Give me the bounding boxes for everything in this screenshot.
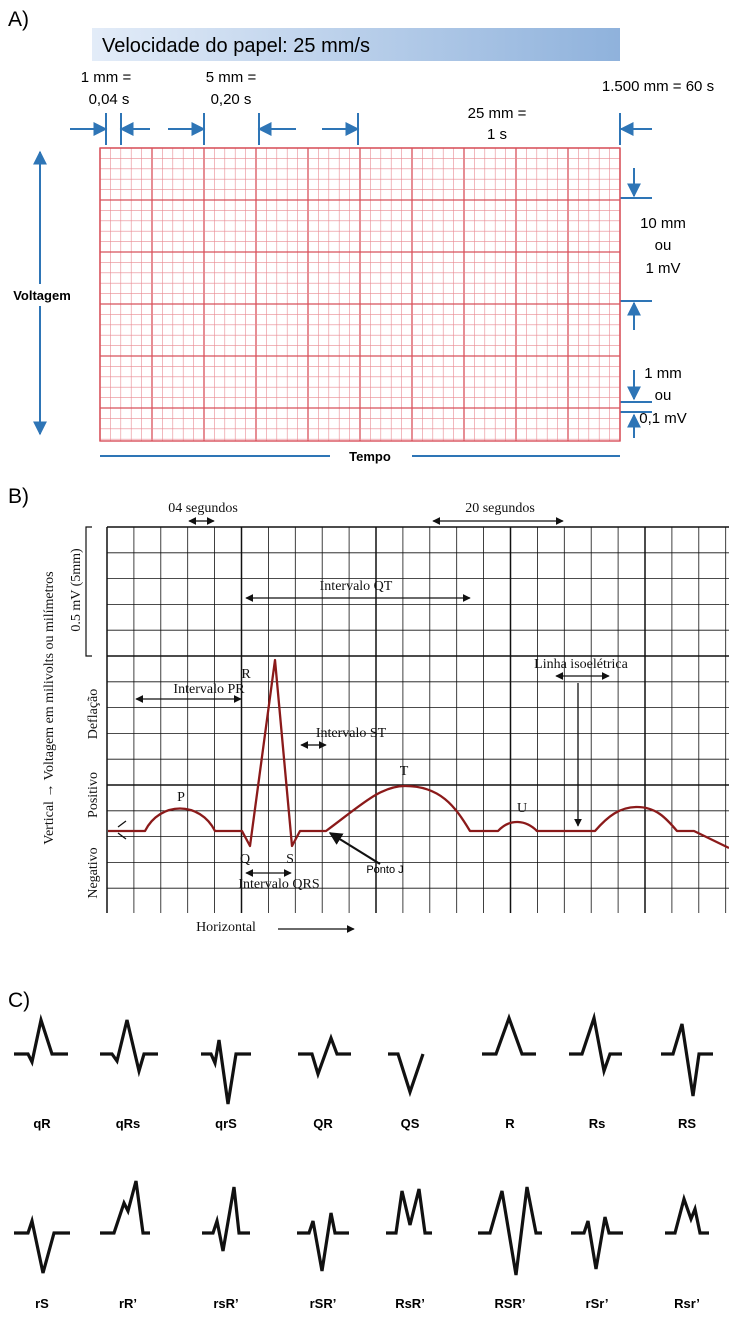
- qrs-complex-qrS: [201, 1039, 251, 1105]
- qrs-complex-rR’: [100, 1180, 150, 1235]
- negative-label: Negativo: [86, 847, 101, 898]
- qrs-complex-RSR’: [478, 1186, 542, 1276]
- seg-04-label: 04 segundos: [168, 501, 238, 516]
- panel-b-arrows: [117, 517, 610, 933]
- wave-u-label: U: [517, 801, 527, 816]
- pr-interval-label: Intervalo PR: [173, 682, 245, 697]
- qrs-label: QR: [313, 1116, 333, 1131]
- time-scale-arrows: [33, 113, 652, 457]
- half-mv-label: 0.5 mV (5mm): [69, 548, 84, 632]
- panel-a-label: A): [8, 8, 29, 31]
- qrs-label: rsR’: [213, 1296, 238, 1311]
- ann-25mm-top: 25 mm =: [468, 105, 527, 122]
- qrs-complex-RS: [661, 1023, 713, 1097]
- qrs-label: qRs: [116, 1116, 141, 1131]
- ann-1mm-bottom: 0,04 s: [89, 91, 130, 108]
- qrs-label: qrS: [215, 1116, 237, 1131]
- panel-b-label: B): [8, 485, 29, 508]
- wave-t-label: T: [400, 764, 409, 779]
- vertical-axis-label: Vertical → Voltagem em milivolts ou milí…: [42, 571, 57, 844]
- qrs-label: R: [505, 1116, 515, 1131]
- ann-10mm-bottom: 1 mV: [645, 260, 680, 277]
- wave-p-label: P: [177, 790, 185, 805]
- qrs-complex-RsR’: [386, 1188, 432, 1235]
- paper-speed-text: Velocidade do papel: 25 mm/s: [102, 35, 370, 57]
- qrs-complex-qRs: [100, 1019, 158, 1078]
- qrs-complex-qR: [14, 1013, 68, 1067]
- tick-baseline-b: [117, 832, 127, 840]
- qrs-complex-Rsr’: [665, 1193, 709, 1235]
- half-mv-bracket: [85, 526, 92, 657]
- qrs-label: qR: [33, 1116, 51, 1131]
- ann-1mm-v-bottom: 0,1 mV: [639, 410, 687, 427]
- wave-r-label: R: [241, 667, 251, 682]
- qrs-label: Rs: [589, 1116, 606, 1131]
- voltage-label: Voltagem: [13, 288, 71, 303]
- ann-10mm-mid: ou: [655, 237, 672, 254]
- qrs-label: rSR’: [310, 1296, 337, 1311]
- qrs-label: rS: [35, 1296, 49, 1311]
- qrs-interval-label: Intervalo QRS: [238, 877, 319, 892]
- qrs-label: QS: [401, 1116, 420, 1131]
- positive-label: Positivo: [86, 772, 101, 818]
- wave-s-label: S: [286, 852, 294, 867]
- voltage-label-bg: [0, 284, 80, 306]
- qrs-complex-rS: [14, 1214, 70, 1274]
- qrs-complex-QR: [298, 1033, 351, 1080]
- wave-q-label: Q: [240, 852, 250, 867]
- qrs-complex-R: [482, 1013, 536, 1056]
- ann-1mm-v-top: 1 mm: [644, 365, 682, 382]
- paper-speed-banner: [92, 28, 620, 61]
- deflection-label: Deflação: [86, 689, 101, 740]
- ann-1mm-top: 1 mm =: [81, 69, 132, 86]
- isoelectric-label: Linha isoelétrica: [534, 657, 628, 672]
- panel-a-annotations: 1 mm = 0,04 s 5 mm = 0,20 s 25 mm = 1 s …: [81, 69, 714, 427]
- ann-1mm-v-mid: ou: [655, 387, 672, 404]
- panel-b-labels: 04 segundos 20 segundos R Intervalo QT I…: [42, 501, 629, 935]
- ann-5mm-top: 5 mm =: [206, 69, 257, 86]
- qrs-complex-Rs: [569, 1011, 622, 1078]
- qrs-label: Rsr’: [674, 1296, 700, 1311]
- qrs-label: RsR’: [395, 1296, 425, 1311]
- qrs-complex-QS: [388, 1052, 425, 1098]
- qrs-label: RSR’: [494, 1296, 525, 1311]
- qrs-label: rR’: [119, 1296, 137, 1311]
- ecg-waveform: [108, 658, 729, 850]
- j-point-label: Ponto J: [366, 864, 403, 876]
- panel-c-label: C): [8, 989, 30, 1012]
- ecg-interval-grid: [106, 526, 729, 913]
- ann-25mm-bottom: 1 s: [487, 126, 507, 143]
- qrs-label: RS: [678, 1116, 696, 1131]
- ann-10mm-top: 10 mm: [640, 215, 686, 232]
- ann-5mm-bottom: 0,20 s: [211, 91, 252, 108]
- qrs-label: rSr’: [586, 1296, 609, 1311]
- grid-border: [99, 147, 621, 442]
- horizontal-label: Horizontal: [196, 920, 256, 935]
- qrs-complex-rsR’: [202, 1186, 250, 1252]
- qrs-morphologies: qR qRs qrS QR QS R Rs RS rS rR’ rsR’ rSR’ RsR’ RSR’ rS…: [14, 1011, 713, 1311]
- seg-20-label: 20 segundos: [465, 501, 535, 516]
- time-label: Tempo: [349, 449, 391, 464]
- ecg-paper-grid: [99, 147, 621, 442]
- qrs-complex-rSr’: [571, 1216, 623, 1270]
- qrs-complex-rSR’: [297, 1212, 349, 1272]
- tick-baseline-a: [117, 820, 127, 828]
- qt-interval-label: Intervalo QT: [320, 579, 393, 594]
- ann-1500mm: 1.500 mm = 60 s: [602, 78, 714, 95]
- arrow-j-point: [328, 832, 381, 865]
- st-interval-label: Intervalo ST: [316, 726, 387, 741]
